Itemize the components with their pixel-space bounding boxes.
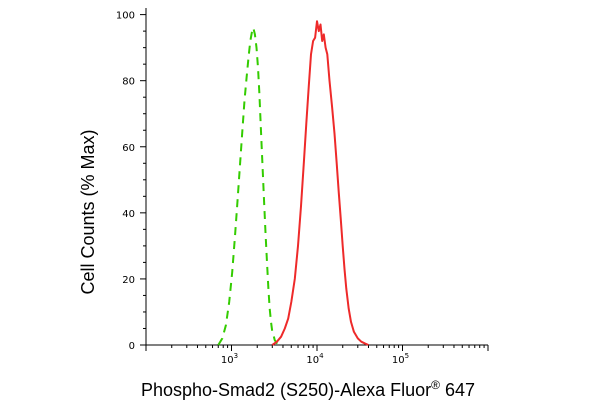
- x-axis-title: Phospho-Smad2 (S250)-Alexa Fluor® 647: [141, 378, 475, 400]
- x-axis: 103 104 105: [145, 344, 489, 366]
- y-axis-title: Cell Counts (% Max): [78, 129, 98, 294]
- series-layer: [217, 20, 369, 346]
- x-tick-label: 103: [221, 352, 238, 366]
- control-histogram-line: [217, 26, 279, 346]
- y-tick-label: 80: [122, 77, 135, 88]
- registered-mark: ®: [431, 378, 440, 392]
- y-axis: 0 20 40 60 80 100: [116, 8, 147, 352]
- x-axis-title-suffix: 647: [440, 380, 475, 400]
- x-tick-label: 105: [392, 352, 409, 366]
- y-tick-label: 100: [116, 11, 135, 22]
- y-tick-label: 60: [122, 143, 135, 154]
- x-tick-label: 104: [306, 352, 324, 366]
- sample-histogram-line: [271, 20, 369, 346]
- x-axis-title-main: Phospho-Smad2 (S250)-Alexa Fluor: [141, 380, 431, 400]
- y-tick-label: 20: [122, 275, 135, 286]
- y-tick-label: 0: [129, 341, 135, 352]
- y-tick-label: 40: [122, 209, 135, 220]
